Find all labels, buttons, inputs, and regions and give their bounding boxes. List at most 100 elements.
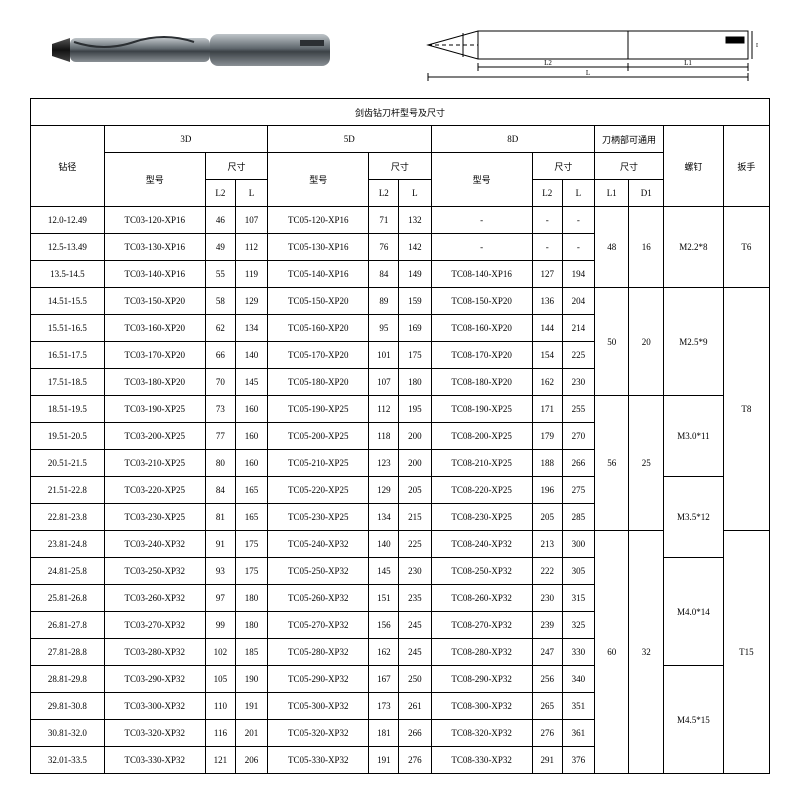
l2-5d: 76 xyxy=(369,234,399,261)
model-5d: TC05-200-XP25 xyxy=(268,423,369,450)
model-5d: TC05-160-XP20 xyxy=(268,315,369,342)
model-8d: TC08-180-XP20 xyxy=(431,369,532,396)
dia: 12.5-13.49 xyxy=(31,234,105,261)
l-3d: 175 xyxy=(235,558,267,585)
model-3d: TC03-220-XP25 xyxy=(104,477,205,504)
model-3d: TC03-330-XP32 xyxy=(104,747,205,774)
l2-8d: 213 xyxy=(532,531,562,558)
l-5d: 215 xyxy=(399,504,431,531)
l2-3d: 116 xyxy=(205,720,235,747)
dia: 13.5-14.5 xyxy=(31,261,105,288)
l2-8d: 276 xyxy=(532,720,562,747)
dia: 25.81-26.8 xyxy=(31,585,105,612)
l-3d: 160 xyxy=(235,396,267,423)
model-8d: TC08-140-XP16 xyxy=(431,261,532,288)
l-3d: 165 xyxy=(235,504,267,531)
l-3d: 190 xyxy=(235,666,267,693)
dia: 30.81-32.0 xyxy=(31,720,105,747)
l-8d: 315 xyxy=(562,585,594,612)
l-8d: 305 xyxy=(562,558,594,585)
l-8d: - xyxy=(562,234,594,261)
dia: 26.81-27.8 xyxy=(31,612,105,639)
model-8d: - xyxy=(431,234,532,261)
model-3d: TC03-230-XP25 xyxy=(104,504,205,531)
l2-3d: 93 xyxy=(205,558,235,585)
l2-5d: 84 xyxy=(369,261,399,288)
hdr-shank: 刀柄部可通用 xyxy=(594,126,663,153)
model-8d: TC08-260-XP32 xyxy=(431,585,532,612)
l2-3d: 49 xyxy=(205,234,235,261)
l-5d: 261 xyxy=(399,693,431,720)
l-8d: 376 xyxy=(562,747,594,774)
d1-cell: 25 xyxy=(629,396,664,531)
screw-cell: M4.5*15 xyxy=(663,666,723,774)
hdr-size: 尺寸 xyxy=(532,153,594,180)
model-8d: TC08-240-XP32 xyxy=(431,531,532,558)
model-3d: TC03-320-XP32 xyxy=(104,720,205,747)
l-8d: 340 xyxy=(562,666,594,693)
table-row: 14.51-15.5TC03-150-XP2058129TC05-150-XP2… xyxy=(31,288,770,315)
l-5d: 205 xyxy=(399,477,431,504)
hdr-l: L xyxy=(235,180,267,207)
dia: 22.81-23.8 xyxy=(31,504,105,531)
l2-5d: 162 xyxy=(369,639,399,666)
l2-8d: 127 xyxy=(532,261,562,288)
svg-text:L1: L1 xyxy=(684,59,692,67)
l-3d: 180 xyxy=(235,585,267,612)
dia: 27.81-28.8 xyxy=(31,639,105,666)
dia: 17.51-18.5 xyxy=(31,369,105,396)
hdr-size: 尺寸 xyxy=(205,153,267,180)
l2-8d: 136 xyxy=(532,288,562,315)
l-8d: 361 xyxy=(562,720,594,747)
spec-table: 剑齿钻刀杆型号及尺寸 钻径 3D 5D 8D 刀柄部可通用 螺钉 扳手 型号 尺… xyxy=(30,98,770,774)
l-3d: 206 xyxy=(235,747,267,774)
l2-8d: 144 xyxy=(532,315,562,342)
table-row: 23.81-24.8TC03-240-XP3291175TC05-240-XP3… xyxy=(31,531,770,558)
l-3d: 140 xyxy=(235,342,267,369)
model-3d: TC03-260-XP32 xyxy=(104,585,205,612)
l-5d: 230 xyxy=(399,558,431,585)
hdr-d1: D1 xyxy=(629,180,664,207)
dia: 24.81-25.8 xyxy=(31,558,105,585)
l-5d: 180 xyxy=(399,369,431,396)
l-5d: 142 xyxy=(399,234,431,261)
model-5d: TC05-150-XP20 xyxy=(268,288,369,315)
l-5d: 245 xyxy=(399,639,431,666)
dia: 16.51-17.5 xyxy=(31,342,105,369)
l-8d: 204 xyxy=(562,288,594,315)
l-3d: 160 xyxy=(235,423,267,450)
model-3d: TC03-180-XP20 xyxy=(104,369,205,396)
tool-photo xyxy=(32,26,352,81)
svg-text:L: L xyxy=(586,69,590,77)
model-3d: TC03-250-XP32 xyxy=(104,558,205,585)
l-8d: 255 xyxy=(562,396,594,423)
model-5d: TC05-210-XP25 xyxy=(268,450,369,477)
dia: 28.81-29.8 xyxy=(31,666,105,693)
l-5d: 175 xyxy=(399,342,431,369)
l2-3d: 55 xyxy=(205,261,235,288)
l2-8d: 239 xyxy=(532,612,562,639)
l-8d: 330 xyxy=(562,639,594,666)
l1-cell: 50 xyxy=(594,288,629,396)
l-5d: 195 xyxy=(399,396,431,423)
l-5d: 159 xyxy=(399,288,431,315)
l-5d: 200 xyxy=(399,423,431,450)
l-3d: 112 xyxy=(235,234,267,261)
l1-cell: 60 xyxy=(594,531,629,774)
hdr-model: 型号 xyxy=(104,153,205,207)
l2-3d: 73 xyxy=(205,396,235,423)
d1-cell: 16 xyxy=(629,207,664,288)
l2-8d: 162 xyxy=(532,369,562,396)
model-5d: TC05-250-XP32 xyxy=(268,558,369,585)
header-images: L2 L1 L D1 xyxy=(12,8,788,98)
l-8d: 270 xyxy=(562,423,594,450)
l-8d: - xyxy=(562,207,594,234)
model-8d: TC08-250-XP32 xyxy=(431,558,532,585)
hdr-l1: L1 xyxy=(594,180,629,207)
model-5d: TC05-240-XP32 xyxy=(268,531,369,558)
l1-cell: 48 xyxy=(594,207,629,288)
model-8d: TC08-270-XP32 xyxy=(431,612,532,639)
model-5d: TC05-290-XP32 xyxy=(268,666,369,693)
model-5d: TC05-170-XP20 xyxy=(268,342,369,369)
wrench-cell: T8 xyxy=(723,288,769,531)
